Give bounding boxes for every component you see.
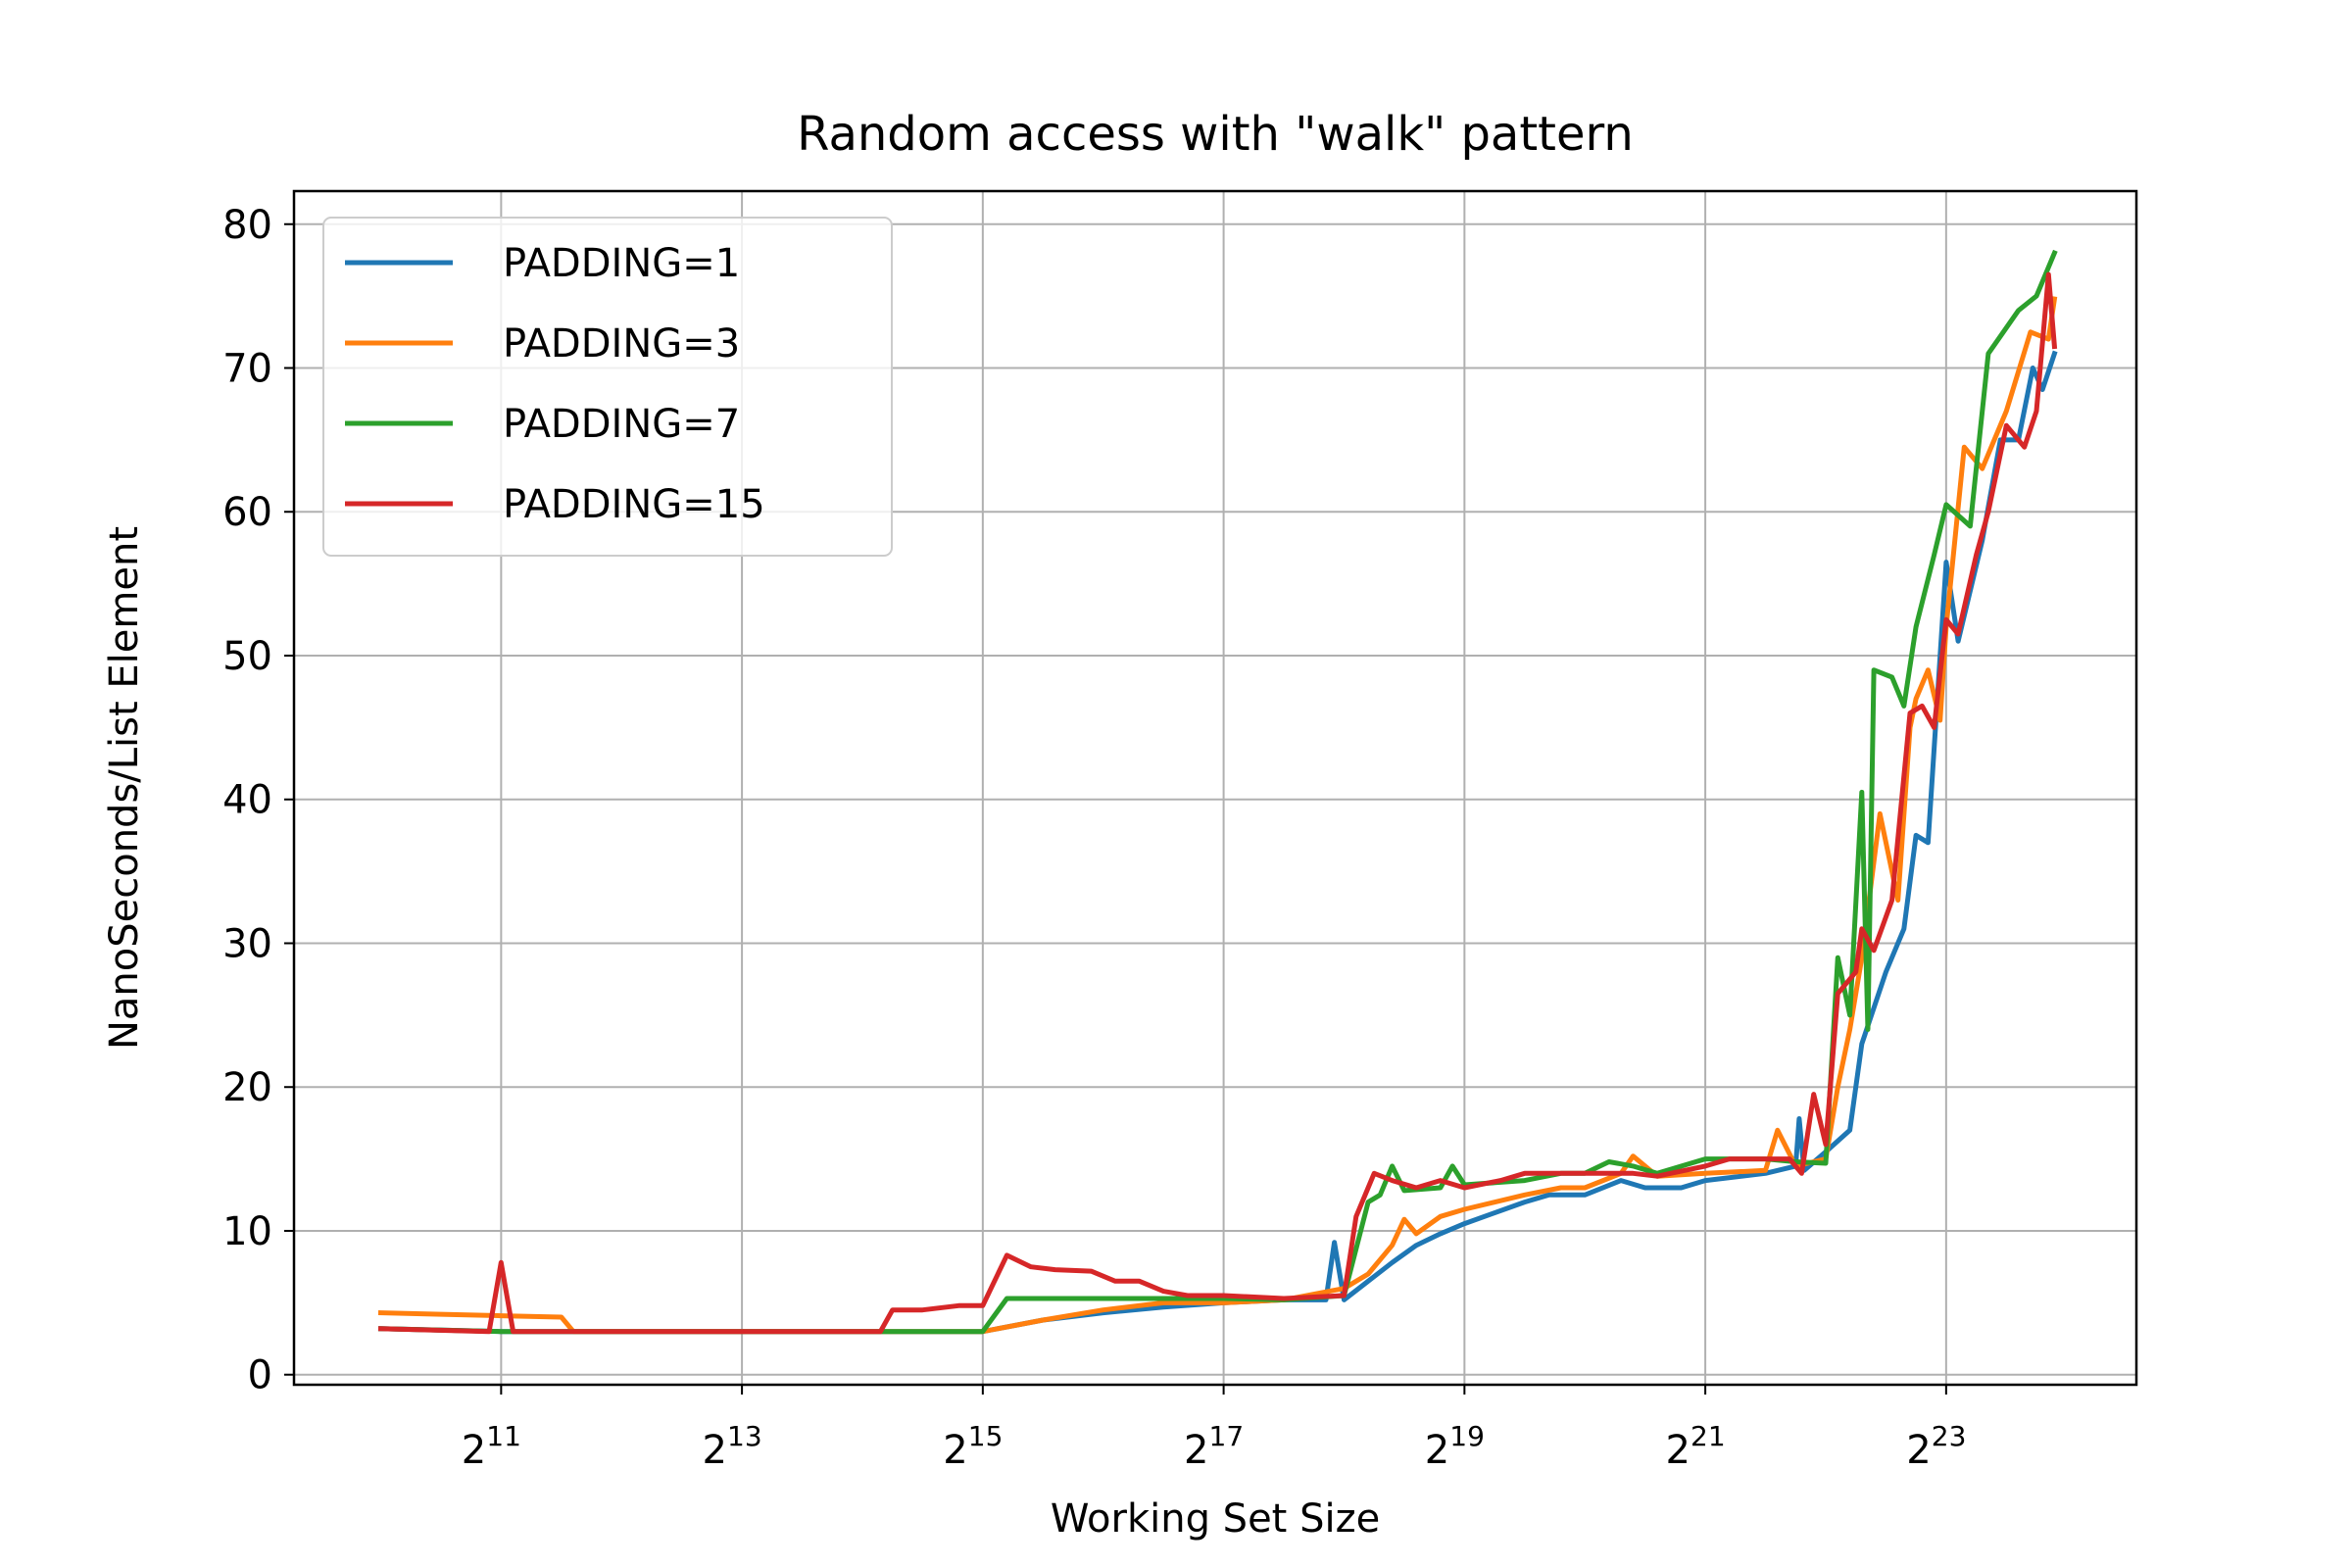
- y-tick-label: 0: [248, 1353, 272, 1398]
- y-tick-label: 70: [222, 346, 272, 391]
- y-tick-label: 30: [222, 921, 272, 966]
- x-tick-label: 213: [703, 1420, 762, 1473]
- legend-label-3: PADDING=7: [503, 402, 740, 447]
- plot-frame: [292, 189, 2138, 1387]
- legend-label-4: PADDING=15: [503, 482, 765, 527]
- legend-box: [322, 217, 893, 557]
- ticks-layer: 211 213 215 217 219 221 223 0 10 20 30 40 50 60 70 80: [222, 203, 1966, 1473]
- legend-label-1: PADDING=1: [503, 241, 740, 286]
- x-tick-label: 223: [1906, 1420, 1966, 1473]
- x-tick-label: 217: [1184, 1420, 1244, 1473]
- series-layer: [377, 249, 2058, 1335]
- series-line-3: [377, 249, 2058, 1335]
- y-tick-label: 20: [222, 1065, 272, 1110]
- legend: PADDING=1 PADDING=3 PADDING=7 PADDING=15: [322, 217, 893, 557]
- series-line-1: [377, 350, 2058, 1335]
- y-tick-label: 60: [222, 490, 272, 535]
- y-tick-label: 40: [222, 778, 272, 823]
- chart-title: Random access with "walk" pattern: [797, 107, 1634, 162]
- legend-label-2: PADDING=3: [503, 321, 740, 367]
- y-axis-label: NanoSeconds/List Element: [102, 526, 147, 1050]
- x-tick-label: 221: [1666, 1420, 1726, 1473]
- y-tick-label: 80: [222, 203, 272, 248]
- series-line-4: [377, 271, 2058, 1335]
- x-tick-label: 219: [1425, 1420, 1485, 1473]
- x-tick-label: 211: [462, 1420, 521, 1473]
- y-tick-label: 50: [222, 634, 272, 679]
- x-tick-label: 215: [943, 1420, 1003, 1473]
- y-tick-label: 10: [222, 1209, 272, 1254]
- x-axis-label: Working Set Size: [1051, 1496, 1380, 1542]
